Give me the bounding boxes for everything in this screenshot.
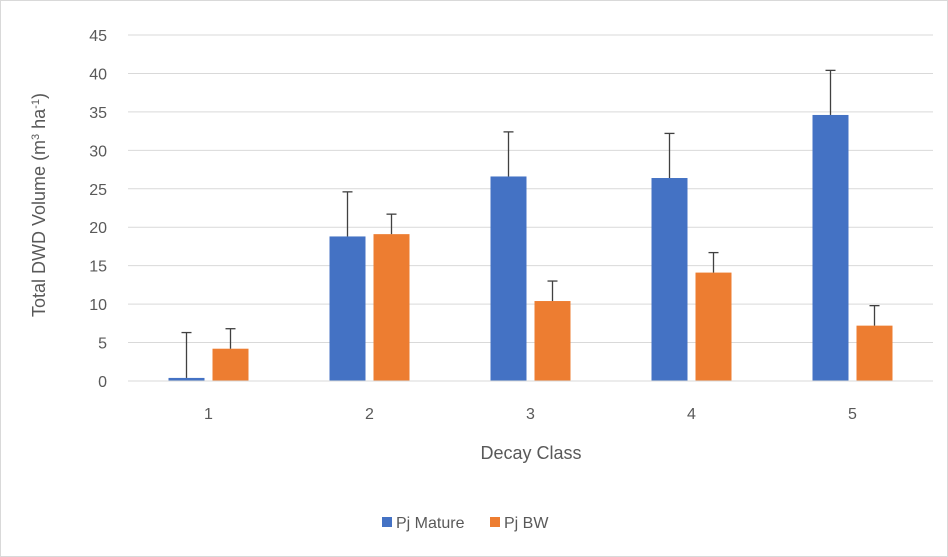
y-tick-label: 25 xyxy=(89,182,107,199)
y-axis-title: Total DWD Volume (m3 ha-1) xyxy=(29,93,49,317)
bar-pj-mature xyxy=(490,176,527,381)
y-axis-title-end: ) xyxy=(29,93,49,99)
bar-pj-mature xyxy=(168,377,205,381)
error-bar-pj-mature xyxy=(664,132,675,179)
bar-pj-bw xyxy=(212,348,249,381)
error-bar-pj-bw xyxy=(225,328,236,349)
y-tick-label: 5 xyxy=(98,336,107,353)
bar-pj-mature xyxy=(329,236,366,381)
legend: Pj Mature Pj BW xyxy=(382,515,549,532)
x-tick-label: 1 xyxy=(204,406,213,423)
error-bar-pj-mature xyxy=(181,331,192,378)
y-tick-label: 30 xyxy=(89,143,107,160)
y-tick-label: 15 xyxy=(89,259,107,276)
y-axis-title-sup1: 3 xyxy=(30,134,42,140)
error-bars xyxy=(181,69,880,378)
y-axis-title-mid: ha xyxy=(29,108,49,134)
y-axis-tick-labels: 0 5 10 15 20 25 30 35 40 45 xyxy=(89,28,107,391)
x-tick-label: 4 xyxy=(687,406,696,423)
y-tick-label: 40 xyxy=(89,66,107,83)
legend-swatch-pj-bw xyxy=(490,517,500,527)
y-axis-title-main: Total DWD Volume (m xyxy=(29,140,49,317)
gridlines xyxy=(128,34,933,344)
error-bar-pj-bw xyxy=(869,304,880,326)
bars xyxy=(168,114,893,381)
x-tick-label: 2 xyxy=(365,406,374,423)
x-axis-tick-labels: 1 2 3 4 5 xyxy=(204,406,857,423)
y-tick-label: 45 xyxy=(89,28,107,45)
error-bar-pj-bw xyxy=(386,213,397,235)
y-tick-label: 20 xyxy=(89,220,107,237)
bar-pj-bw xyxy=(856,325,893,381)
error-bar-pj-mature xyxy=(342,191,353,237)
y-tick-label: 0 xyxy=(98,374,107,391)
bar-pj-mature xyxy=(651,178,688,381)
bar-pj-mature xyxy=(812,114,849,381)
error-bar-pj-bw xyxy=(547,280,558,302)
y-tick-label: 35 xyxy=(89,105,107,122)
error-bar-pj-mature xyxy=(825,69,836,115)
error-bar-pj-mature xyxy=(503,131,514,177)
x-tick-label: 3 xyxy=(526,406,535,423)
x-tick-label: 5 xyxy=(848,406,857,423)
legend-label-pj-bw: Pj BW xyxy=(504,515,549,532)
x-axis-title: Decay Class xyxy=(480,443,581,463)
bar-pj-bw xyxy=(695,272,732,381)
y-tick-label: 10 xyxy=(89,297,107,314)
legend-label-pj-mature: Pj Mature xyxy=(396,515,465,532)
bar-pj-bw xyxy=(534,301,571,381)
error-bar-pj-bw xyxy=(708,251,719,273)
bar-pj-bw xyxy=(373,234,410,381)
y-axis-title-sup2: -1 xyxy=(30,99,42,109)
legend-swatch-pj-mature xyxy=(382,517,392,527)
